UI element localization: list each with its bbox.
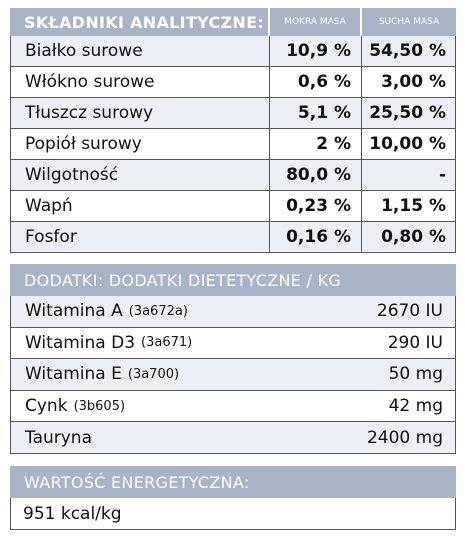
section-title: DODATKI: DODATKI DIETETYCZNE / KG bbox=[10, 264, 456, 296]
table-row: Witamina A (3a672a) 2670 IU bbox=[10, 296, 456, 328]
cell-value: 42 mg bbox=[388, 396, 443, 417]
row-label: Witamina E (3a700) bbox=[25, 359, 179, 390]
item-code: (3a672a) bbox=[128, 303, 188, 319]
cell-value: 2 % bbox=[269, 129, 361, 159]
cell-value: 3,00 % bbox=[361, 67, 456, 97]
cell-value: 2670 IU bbox=[376, 301, 443, 322]
table-row: Witamina E (3a700) 50 mg bbox=[10, 359, 456, 391]
item-name: Witamina D3 bbox=[25, 332, 136, 353]
row-label: Wapń bbox=[25, 196, 73, 216]
cell-value: 80,0 % bbox=[269, 160, 361, 190]
column-header: SUCHA MASA bbox=[360, 8, 456, 36]
section-title: WARTOŚĆ ENERGETYCZNA: bbox=[10, 466, 456, 498]
item-code: (3b605) bbox=[73, 398, 126, 414]
table-row: Białko surowe 10,9 % 54,50 % bbox=[10, 36, 456, 67]
table-row: Witamina D3 (3a671) 290 IU bbox=[10, 327, 456, 360]
cell-value: 0,23 % bbox=[269, 191, 361, 221]
item-code: (3a700) bbox=[127, 366, 180, 382]
item-name: Cynk bbox=[25, 396, 68, 417]
table-row: Popiół surowy 2 % 10,00 % bbox=[10, 129, 456, 160]
cell-value: 0,80 % bbox=[361, 222, 456, 252]
row-label: Fosfor bbox=[25, 227, 77, 247]
cell-value: 50 mg bbox=[388, 364, 443, 385]
item-code: (3a671) bbox=[141, 335, 193, 351]
table-row: Tłuszcz surowy 5,1 % 25,50 % bbox=[10, 98, 456, 129]
column-header: MOKRA MASA bbox=[268, 8, 360, 36]
row-label: Włókno surowe bbox=[25, 72, 155, 92]
cell-value: - bbox=[361, 160, 456, 190]
row-label: Białko surowe bbox=[25, 41, 143, 61]
row-label: Witamina A (3a672a) bbox=[25, 296, 188, 327]
row-label: Tauryna bbox=[25, 422, 92, 453]
table-row: Tauryna 2400 mg bbox=[10, 422, 456, 454]
cell-value: 0,6 % bbox=[269, 67, 361, 97]
table-row: Cynk (3b605) 42 mg bbox=[10, 390, 456, 423]
cell-value: 5,1 % bbox=[269, 98, 361, 128]
table-row: Wilgotność 80,0 % - bbox=[10, 160, 456, 191]
item-name: Tauryna bbox=[25, 427, 93, 448]
cell-value: 290 IU bbox=[387, 332, 443, 353]
cell-value: 54,50 % bbox=[361, 36, 456, 66]
cell-value: 10,00 % bbox=[361, 129, 456, 159]
row-label: Popiół surowy bbox=[25, 134, 142, 154]
row-label: Wilgotność bbox=[25, 165, 119, 185]
row-label: Witamina D3 (3a671) bbox=[25, 328, 192, 359]
table-row: Fosfor 0,16 % 0,80 % bbox=[10, 222, 456, 253]
table-row: Wapń 0,23 % 1,15 % bbox=[10, 191, 456, 222]
row-label: Cynk (3b605) bbox=[25, 391, 125, 422]
section-title: SKŁADNIKI ANALITYCZNE: bbox=[10, 8, 268, 36]
energy-value: 951 kcal/kg bbox=[23, 503, 122, 524]
table-row: Włókno surowe 0,6 % 3,00 % bbox=[10, 67, 456, 98]
table-row: 951 kcal/kg bbox=[10, 498, 456, 530]
cell-value: 25,50 % bbox=[361, 98, 456, 128]
item-name: Witamina E bbox=[25, 364, 122, 385]
cell-value: 2400 mg bbox=[366, 427, 443, 448]
cell-value: 10,9 % bbox=[269, 36, 361, 66]
cell-value: 1,15 % bbox=[361, 191, 456, 221]
row-label: Tłuszcz surowy bbox=[25, 103, 154, 123]
cell-value: 0,16 % bbox=[269, 222, 361, 252]
item-name: Witamina A bbox=[25, 301, 123, 322]
